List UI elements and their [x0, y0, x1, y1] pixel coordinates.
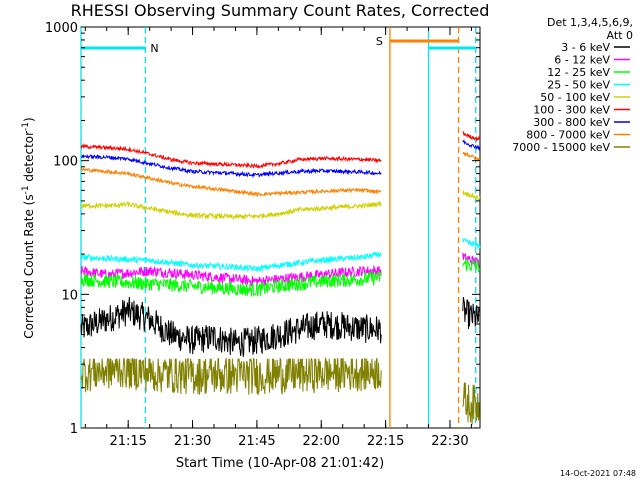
y-tick-label-1: 10: [61, 288, 78, 303]
legend-label-2: 12 - 25 keV: [547, 66, 610, 79]
legend-label-5: 100 - 300 keV: [533, 104, 610, 117]
series-line-4-seg-0: [80, 200, 382, 221]
series-line-5-seg-1: [462, 131, 481, 142]
y-tick-label-0: 1: [70, 422, 78, 437]
series-line-8-seg-0: [80, 357, 382, 395]
series-line-7-seg-1: [462, 151, 481, 163]
detector-info: Det 1,3,4,5,6,9, Att 0: [547, 16, 633, 42]
y-tick-label-3: 1000: [45, 21, 78, 36]
series-line-8-seg-1: [462, 382, 481, 425]
chart-title: RHESSI Observing Summary Count Rates, Co…: [71, 1, 490, 20]
x-tick-label-3: 22:00: [303, 434, 340, 449]
y-tick-label-2: 100: [53, 155, 78, 170]
series-line-6-seg-1: [462, 139, 481, 151]
legend-label-7: 800 - 7000 keV: [526, 129, 610, 142]
x-axis-label: Start Time (10-Apr-08 21:01:42): [176, 456, 384, 471]
x-tick-label-4: 22:15: [367, 434, 404, 449]
detector-line-1: Det 1,3,4,5,6,9,: [547, 16, 633, 29]
series-line-0-seg-1: [462, 297, 481, 330]
legend-label-3: 25 - 50 keV: [547, 79, 610, 92]
series-lines: [80, 131, 481, 425]
series-line-0-seg-0: [80, 297, 382, 357]
footer-date: 14-Oct-2021 07:48: [560, 469, 636, 478]
flag-label-1: S: [376, 35, 383, 48]
flag-bars: NS: [81, 35, 476, 55]
series-line-3-seg-1: [462, 237, 481, 249]
y-axis-label-main: Corrected Count Rate (s: [22, 194, 36, 338]
series-line-1-seg-1: [462, 252, 480, 269]
series-line-1-seg-0: [80, 264, 382, 287]
series-line-3-seg-0: [80, 251, 382, 273]
y-axis-label-sup2: -1: [21, 122, 31, 131]
y-axis-label-end: ): [22, 117, 36, 122]
x-tick-label-2: 21:45: [238, 434, 275, 449]
legend-label-6: 300 - 800 keV: [533, 116, 610, 129]
series-line-4-seg-1: [462, 190, 481, 201]
series-line-6-seg-0: [80, 154, 382, 179]
legend-label-0: 3 - 6 keV: [561, 41, 610, 54]
legend-label-1: 6 - 12 keV: [554, 54, 610, 67]
axis-ticks: 21:15 21:30 21:45 22:00 22:15 22:30 1 10 100 1000: [45, 21, 480, 449]
x-tick-label-0: 21:15: [109, 434, 146, 449]
legend-label-4: 50 - 100 keV: [540, 91, 610, 104]
series-line-2-seg-0: [80, 270, 382, 297]
detector-line-2: Att 0: [607, 29, 633, 42]
y-axis-label-mid: detector: [22, 131, 36, 186]
y-axis-label: Corrected Count Rate (s-1 detector-1): [21, 117, 36, 338]
x-tick-label-1: 21:30: [174, 434, 211, 449]
series-line-7-seg-0: [80, 166, 382, 198]
legend-label-8: 7000 - 15000 keV: [512, 141, 610, 154]
series-line-5-seg-0: [80, 143, 382, 170]
x-tick-label-5: 22:30: [431, 434, 468, 449]
y-axis-label-sup1: -1: [21, 185, 31, 194]
flag-label-0: N: [150, 42, 158, 55]
series-line-2-seg-1: [462, 259, 481, 273]
